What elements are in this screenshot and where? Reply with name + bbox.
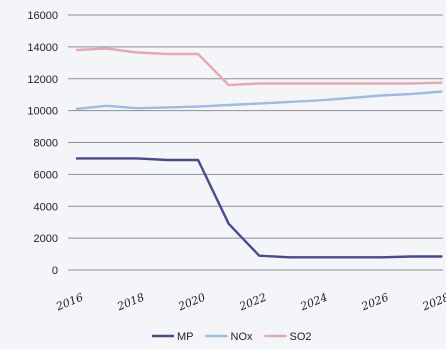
series-line-so2 bbox=[75, 47, 443, 87]
y-tick-label: 6000 bbox=[34, 169, 58, 181]
y-tick-label: 10000 bbox=[27, 106, 58, 118]
y-tick-label: 14000 bbox=[27, 42, 58, 54]
y-tick-label: 0 bbox=[52, 265, 58, 277]
y-tick-label: 8000 bbox=[34, 138, 58, 150]
x-axis-ticks: 2016 2018 2020 2022 2024 2026 2028 bbox=[53, 291, 446, 314]
x-tick-label: 2028 bbox=[420, 291, 446, 314]
y-tick-label: 16000 bbox=[27, 10, 58, 22]
grid-lines bbox=[68, 14, 443, 271]
x-tick-label: 2026 bbox=[359, 291, 391, 314]
y-tick-label: 2000 bbox=[34, 233, 58, 245]
series-line-nox bbox=[75, 90, 443, 111]
y-tick-label: 4000 bbox=[34, 201, 58, 213]
x-tick-label: 2018 bbox=[114, 291, 146, 314]
y-tick-label: 12000 bbox=[27, 74, 58, 86]
x-tick-label: 2024 bbox=[298, 291, 330, 314]
legend-label-so2: SO2 bbox=[290, 331, 312, 343]
x-tick-label: 2016 bbox=[53, 291, 85, 314]
x-tick-label: 2020 bbox=[175, 291, 207, 314]
legend: MP NOx SO2 bbox=[152, 331, 312, 343]
x-tick-label: 2022 bbox=[237, 291, 269, 314]
series-line-mp bbox=[76, 157, 443, 259]
y-axis-ticks: 0 2000 4000 6000 8000 10000 12000 14000 16000 bbox=[27, 10, 58, 277]
series-lines bbox=[75, 47, 443, 259]
legend-label-mp: MP bbox=[177, 331, 194, 343]
legend-label-nox: NOx bbox=[231, 331, 254, 343]
